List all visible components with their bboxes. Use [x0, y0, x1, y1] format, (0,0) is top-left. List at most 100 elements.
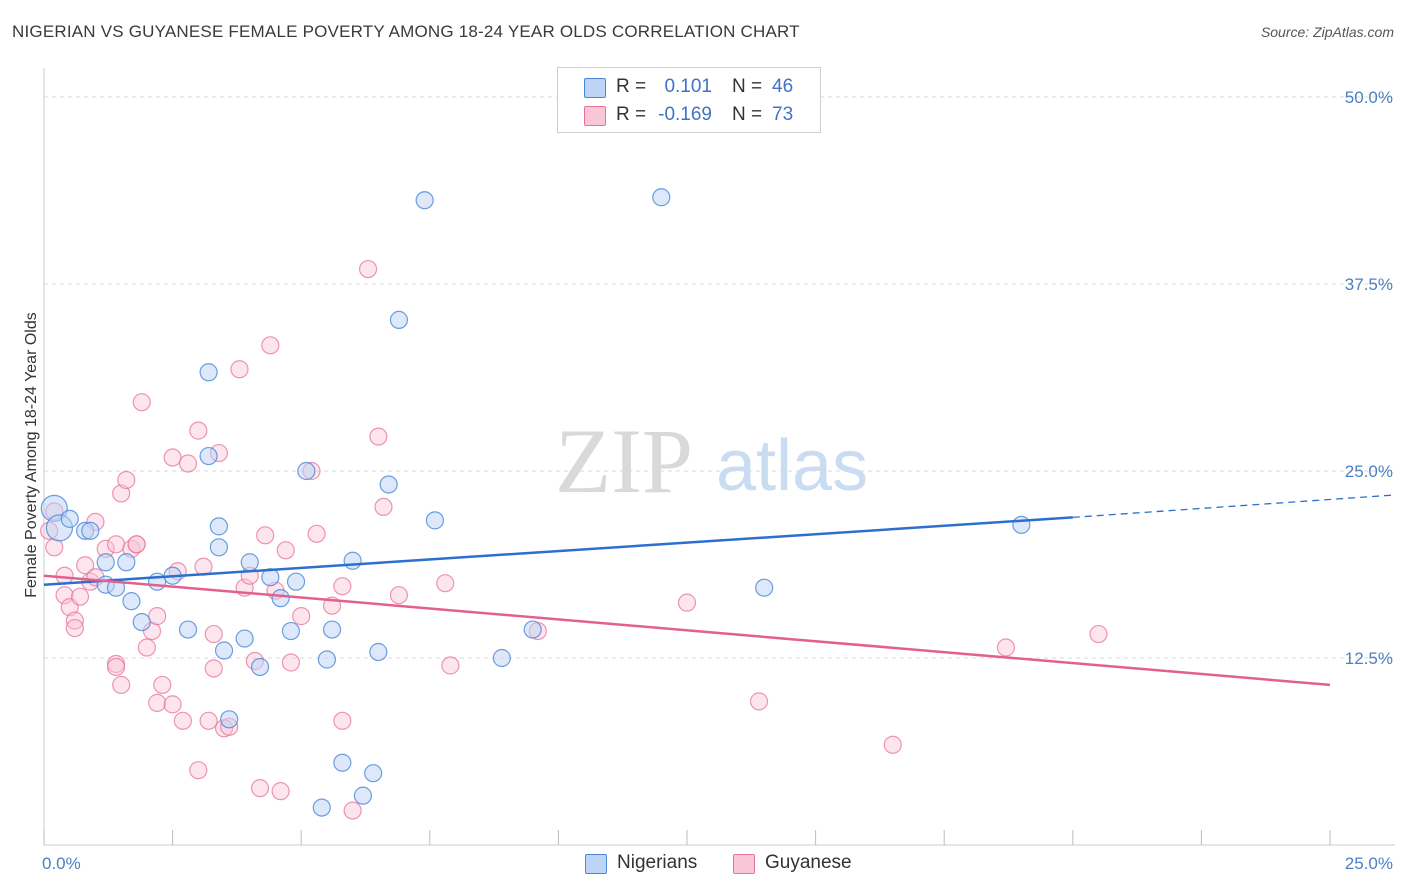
nigerians-point — [209, 538, 228, 557]
nigerians-point — [220, 710, 239, 729]
legend-row-nigerians: R = 0.101 N = 46 — [558, 73, 820, 101]
guyanese-point — [230, 360, 249, 379]
guyanese-point — [250, 779, 270, 798]
guyanese-points — [40, 259, 1108, 820]
nigerians-point — [240, 553, 259, 572]
nigerians-point — [343, 551, 362, 570]
guyanese-point — [148, 607, 167, 626]
guyanese-point — [281, 653, 301, 672]
guyanese-swatch — [584, 106, 606, 126]
guyanese-point — [106, 657, 126, 677]
nigerians-point — [235, 629, 254, 648]
legend-n-value: 46 — [772, 76, 794, 97]
guyanese-point — [112, 484, 131, 503]
guyanese-point — [276, 541, 295, 560]
y-tick-label: 12.5% — [1345, 649, 1393, 668]
nigerians-point — [81, 521, 100, 540]
guyanese-point — [70, 587, 90, 606]
legend-r-value: 0.101 — [664, 76, 712, 97]
guyanese-point — [163, 448, 182, 467]
guyanese-point — [117, 470, 136, 490]
legend-label-guyanese: Guyanese — [765, 852, 852, 873]
x-tick-label: 25.0% — [1345, 854, 1393, 873]
guyanese-point — [189, 421, 208, 440]
nigerians-point — [117, 553, 136, 572]
nigerians-point — [389, 310, 409, 330]
nigerians-point — [755, 578, 774, 597]
guyanese-point — [204, 659, 223, 678]
nigerians-point — [199, 363, 218, 382]
guyanese-point — [55, 586, 74, 605]
nigerians-point — [364, 764, 383, 783]
watermark-atlas: atlas — [716, 426, 868, 506]
y-tick-label: 25.0% — [1345, 462, 1393, 481]
guyanese-point — [112, 675, 131, 695]
nigerians-point — [652, 188, 671, 207]
guyanese-point — [677, 593, 697, 612]
guyanese-point — [65, 611, 84, 630]
legend-n-value: 73 — [772, 104, 794, 125]
nigerians-point — [415, 191, 434, 210]
nigerians-point — [178, 620, 198, 639]
guyanese-point — [261, 336, 280, 355]
nigerians-point — [122, 592, 141, 611]
guyanese-point — [163, 695, 182, 714]
guyanese-point — [153, 675, 172, 695]
nigerians-point — [281, 621, 301, 641]
guyanese-point — [307, 524, 326, 543]
nigerians-point — [425, 511, 445, 530]
nigerians-point — [492, 648, 511, 668]
nigerians-point — [209, 517, 228, 536]
legend-row-guyanese: R = -0.169 N = 73 — [558, 101, 820, 129]
guyanese-point — [204, 624, 223, 644]
source-credit: Source: ZipAtlas.com — [1260, 24, 1394, 40]
guyanese-point — [883, 735, 902, 754]
y-axis-label: Female Poverty Among 18-24 Year Olds — [23, 312, 40, 598]
guyanese-point — [189, 761, 208, 780]
guyanese-point — [436, 574, 455, 593]
guyanese-point — [374, 497, 393, 517]
guyanese-point — [343, 801, 362, 820]
guyanese-point — [292, 607, 311, 626]
nigerians-trend-extension — [1072, 494, 1396, 519]
guyanese-point — [199, 711, 218, 730]
chart-title: NIGERIAN VS GUYANESE FEMALE POVERTY AMON… — [12, 22, 800, 41]
guyanese-point — [333, 577, 352, 596]
nigerians-point — [286, 572, 306, 591]
nigerians-point — [60, 509, 79, 528]
nigerians-swatch — [585, 854, 607, 874]
guyanese-point — [389, 586, 409, 605]
nigerians-point — [322, 620, 342, 639]
guyanese-point — [178, 454, 198, 473]
nigerians-point — [379, 475, 398, 494]
guyanese-swatch — [733, 854, 755, 874]
nigerians-point — [369, 642, 388, 662]
y-tick-label: 50.0% — [1345, 88, 1393, 107]
guyanese-point — [256, 526, 275, 545]
guyanese-point — [127, 535, 146, 554]
guyanese-point — [441, 656, 460, 675]
guyanese-point — [358, 259, 378, 279]
guyanese-point — [76, 556, 95, 575]
axes — [43, 68, 1395, 846]
correlation-legend: R = 0.101 N = 46 R = -0.169 N = 73 — [557, 67, 821, 133]
guyanese-point — [271, 782, 290, 801]
guyanese-point — [996, 638, 1016, 657]
guyanese-point — [65, 618, 84, 638]
nigerians-point — [333, 753, 352, 772]
guyanese-point — [137, 638, 156, 657]
nigerians-point — [353, 786, 373, 805]
watermark: ZIP atlas — [555, 410, 868, 512]
guyanese-point — [106, 535, 126, 554]
nigerians-trend-line — [43, 516, 1073, 586]
y-tick-label: 37.5% — [1345, 275, 1393, 294]
legend-n-label: N = — [732, 76, 763, 97]
x-tick-label: 0.0% — [42, 854, 81, 873]
guyanese-point — [333, 711, 352, 730]
trend-lines — [43, 494, 1396, 687]
nigerians-point — [1012, 515, 1031, 534]
legend-r-label: R = — [616, 104, 647, 125]
legend-r-label: R = — [616, 76, 647, 97]
guyanese-point — [148, 693, 167, 712]
